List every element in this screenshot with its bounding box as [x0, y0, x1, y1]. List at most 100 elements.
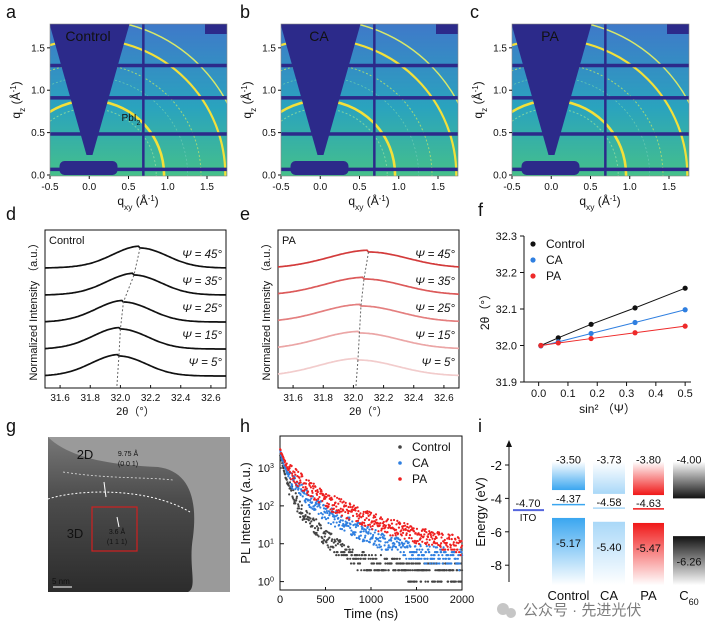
data-point-pa	[538, 342, 544, 349]
label-part: -1	[148, 194, 155, 203]
data-point	[323, 516, 326, 519]
data-point	[307, 493, 310, 497]
vb-value: -5.17	[556, 538, 581, 550]
data-point	[312, 487, 315, 490]
data-point	[401, 527, 404, 530]
label-part: -1	[379, 194, 386, 203]
detector-corner	[436, 24, 458, 34]
data-point	[288, 467, 291, 470]
data-point	[379, 540, 382, 543]
data-point	[358, 554, 361, 557]
data-point	[321, 516, 324, 519]
data-point	[425, 538, 428, 541]
data-point	[446, 554, 450, 557]
data-point	[442, 546, 445, 549]
data-point	[368, 528, 371, 531]
data-point	[327, 521, 330, 525]
data-point	[377, 522, 380, 525]
data-point	[440, 551, 443, 554]
data-point	[295, 495, 299, 498]
data-point	[333, 503, 336, 507]
data-point	[419, 551, 423, 554]
data-point	[283, 473, 287, 476]
data-point	[362, 557, 365, 560]
data-point	[359, 534, 362, 537]
data-point	[394, 528, 398, 531]
data-point	[340, 545, 344, 548]
data-point	[332, 546, 335, 549]
data-point	[373, 531, 376, 534]
y-tick-label: 1.0	[262, 86, 276, 97]
data-point	[436, 551, 439, 554]
x-tick-label: 2000	[450, 594, 474, 606]
data-point	[444, 548, 447, 551]
panel-letter-d: d	[6, 204, 16, 224]
watermark-text: 公众号 · 先进光伏	[523, 602, 641, 619]
x-tick-label: 0.1	[560, 388, 575, 400]
cb-value: -3.73	[596, 454, 621, 466]
data-point	[431, 531, 435, 534]
data-point	[386, 530, 389, 534]
data-point	[339, 507, 342, 510]
data-point	[306, 511, 309, 514]
data-point	[342, 544, 346, 547]
data-point	[326, 538, 330, 541]
data-point	[388, 524, 392, 527]
label-part: 2	[270, 500, 274, 508]
wechat-icon	[497, 603, 509, 615]
data-point	[438, 532, 441, 536]
y-tick-label: 32.2	[496, 268, 517, 280]
data-point	[449, 546, 452, 549]
data-point	[453, 544, 456, 547]
data-point	[412, 562, 415, 565]
vb-value: -6.26	[676, 556, 701, 568]
x-tick-label: 0.5	[122, 182, 136, 193]
data-point	[457, 541, 460, 545]
data-point	[399, 538, 402, 542]
data-point	[454, 557, 457, 560]
data-point	[393, 542, 396, 546]
data-point	[314, 489, 317, 493]
y-tick-label: -6	[490, 525, 502, 540]
data-point	[433, 580, 437, 583]
data-point	[299, 515, 302, 519]
tem-image: 2D 3D 9.75 Å (0 0 1) 3.6 Å (1 1 1) 5 nm	[48, 437, 230, 592]
data-point	[428, 569, 431, 572]
data-point	[394, 537, 397, 541]
data-point	[404, 528, 407, 531]
x-tick-label: 31.6	[50, 393, 70, 404]
data-point	[340, 528, 344, 531]
data-point	[364, 528, 367, 531]
data-point	[323, 535, 326, 538]
legend-label: Control	[412, 440, 451, 454]
data-point	[418, 548, 421, 551]
data-point	[405, 540, 408, 543]
x-tick-label: -0.5	[503, 182, 521, 193]
data-point	[295, 497, 298, 500]
data-point	[360, 569, 363, 572]
data-point	[342, 500, 345, 503]
data-point	[329, 545, 333, 548]
data-point	[287, 484, 290, 487]
data-point	[410, 580, 414, 583]
data-point	[434, 562, 437, 565]
ito-value: -4.70	[515, 498, 540, 510]
data-point	[331, 538, 334, 541]
label-part: (Å	[470, 92, 485, 107]
data-point	[388, 546, 392, 549]
data-point	[356, 506, 359, 509]
data-point	[355, 557, 358, 560]
data-point	[444, 557, 448, 560]
data-point	[341, 519, 344, 522]
data-point	[317, 512, 320, 515]
detector-gap	[281, 96, 458, 100]
plane-3d: (1 1 1)	[107, 539, 127, 546]
data-point	[345, 504, 348, 507]
data-point	[321, 537, 324, 540]
giwaxs-panel-ca: CA	[280, 23, 459, 177]
data-point	[366, 510, 369, 513]
plot-frame	[49, 23, 228, 177]
data-point	[386, 548, 389, 551]
data-point	[422, 535, 425, 538]
data-point-control	[588, 321, 594, 327]
